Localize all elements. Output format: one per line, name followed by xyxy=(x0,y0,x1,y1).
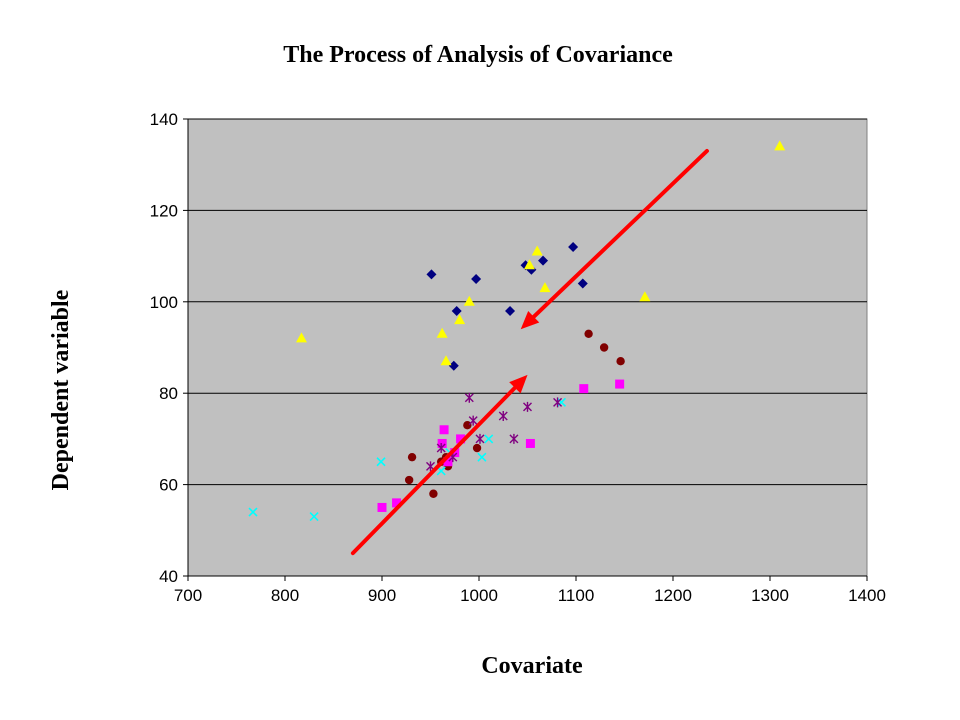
data-point xyxy=(456,434,466,444)
x-tick-label: 700 xyxy=(174,586,202,605)
x-tick-label: 800 xyxy=(271,586,299,605)
data-point xyxy=(436,443,446,454)
data-point xyxy=(407,452,417,462)
data-points xyxy=(248,140,786,522)
data-point xyxy=(309,512,319,522)
data-point xyxy=(454,314,466,325)
data-point xyxy=(448,360,459,371)
data-point xyxy=(376,457,386,467)
annotation-arrows xyxy=(350,148,709,556)
data-point xyxy=(426,269,437,280)
data-point xyxy=(392,498,402,508)
arrow-head xyxy=(509,374,528,394)
data-point xyxy=(377,502,387,512)
y-tick-label: 60 xyxy=(159,476,178,495)
data-point xyxy=(599,343,609,352)
x-tick-label: 900 xyxy=(368,586,396,605)
x-axis-label: Covariate xyxy=(481,653,583,679)
data-point xyxy=(429,489,438,498)
data-point xyxy=(774,140,786,151)
gridlines xyxy=(188,118,867,486)
data-point xyxy=(468,415,478,426)
data-point xyxy=(475,433,485,444)
axes xyxy=(183,118,868,581)
y-tick-label: 100 xyxy=(150,293,178,312)
data-point xyxy=(440,355,452,366)
x-tick-label: 1300 xyxy=(751,586,789,605)
data-point xyxy=(471,273,482,284)
data-point xyxy=(437,438,447,448)
x-tick-label: 1400 xyxy=(848,586,886,605)
arrow-shaft xyxy=(531,148,709,319)
arrow-shaft xyxy=(350,385,517,556)
data-point xyxy=(538,255,549,266)
data-point xyxy=(439,425,449,435)
data-point xyxy=(443,457,453,467)
y-tick-label: 80 xyxy=(159,384,178,403)
data-point xyxy=(404,475,414,485)
data-point xyxy=(531,245,543,256)
data-point xyxy=(472,443,482,453)
data-point xyxy=(577,278,588,289)
y-tick-label: 140 xyxy=(150,110,178,129)
data-point xyxy=(616,357,625,366)
y-tick-label: 120 xyxy=(150,201,178,220)
data-point xyxy=(539,282,551,293)
y-axis-label: Dependent variable xyxy=(48,289,74,490)
x-tick-label: 1100 xyxy=(558,586,595,605)
data-point xyxy=(509,433,519,444)
data-point xyxy=(477,452,487,462)
data-point xyxy=(556,397,567,407)
data-point xyxy=(639,291,651,302)
data-point xyxy=(523,401,532,412)
arrow-2 xyxy=(520,148,709,330)
data-point xyxy=(615,379,625,389)
plot-area xyxy=(187,118,868,577)
data-point xyxy=(525,438,535,448)
data-point xyxy=(568,241,579,252)
data-point xyxy=(451,305,462,316)
data-point xyxy=(484,434,494,444)
arrow-head xyxy=(520,310,540,330)
chart-title: The Process of Analysis of Covariance xyxy=(283,42,673,68)
data-point xyxy=(463,420,472,430)
data-point xyxy=(248,507,258,517)
series-6 xyxy=(426,392,563,472)
data-point xyxy=(450,448,460,458)
data-point xyxy=(505,305,516,316)
data-point xyxy=(498,411,508,422)
data-point xyxy=(584,329,593,338)
data-point xyxy=(553,397,563,408)
arrow-1 xyxy=(350,374,528,556)
data-point xyxy=(464,392,474,403)
series-1 xyxy=(426,241,588,371)
y-tick-label: 40 xyxy=(159,567,178,586)
data-point xyxy=(436,327,448,338)
data-point xyxy=(295,332,307,343)
series-5 xyxy=(248,397,567,522)
tick-labels: 40 60 80 100 120 140 700 800 900 1000 1100 1200 1300… xyxy=(150,110,886,605)
x-tick-label: 1000 xyxy=(460,586,498,605)
data-point xyxy=(579,384,589,394)
series-4 xyxy=(377,379,625,512)
data-point xyxy=(523,259,535,270)
x-tick-label: 1200 xyxy=(654,586,692,605)
data-point xyxy=(463,295,475,306)
series-2 xyxy=(295,140,786,366)
